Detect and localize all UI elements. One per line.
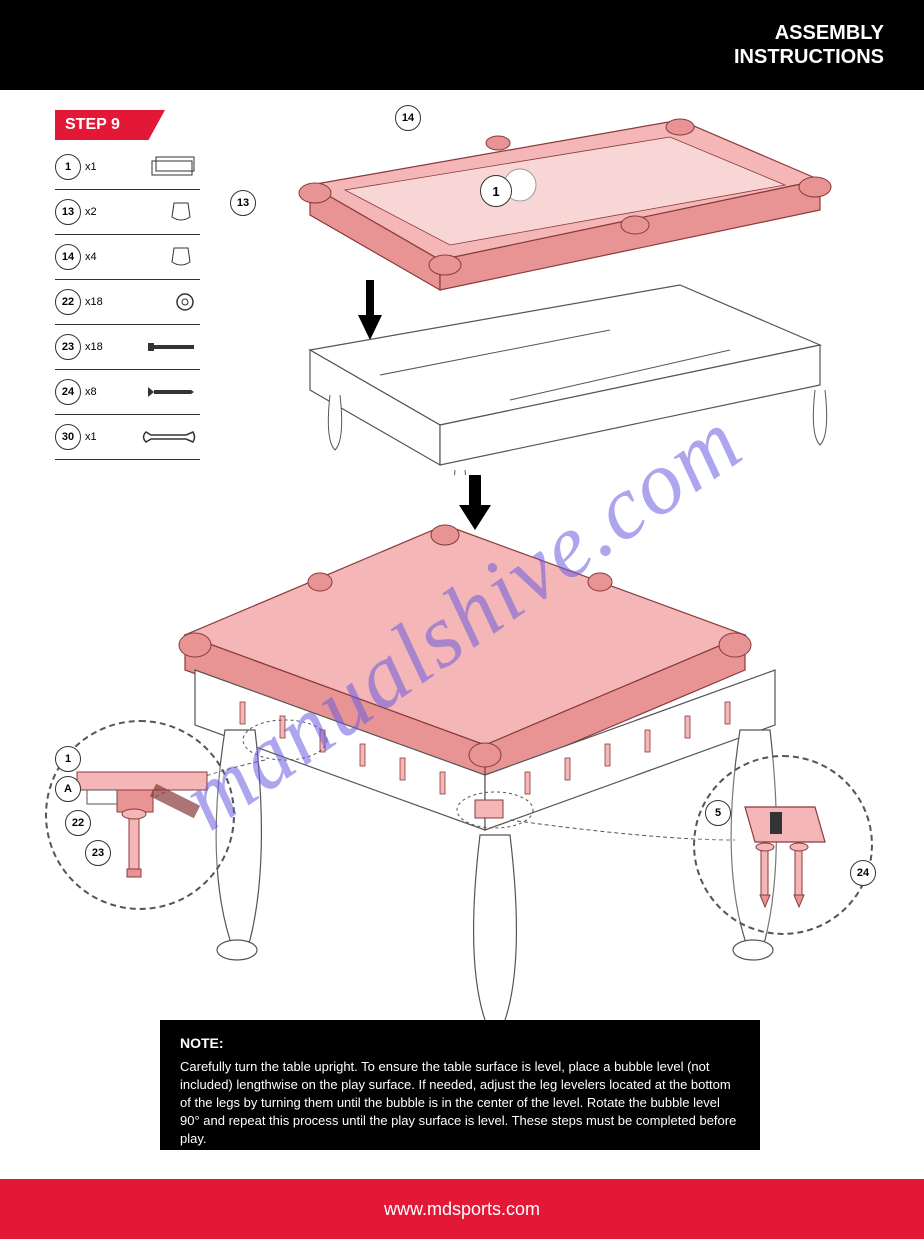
callout-detail-22: 22 bbox=[65, 810, 91, 836]
note-label: NOTE: bbox=[180, 1034, 740, 1054]
bracket-detail-illustration bbox=[695, 757, 875, 937]
callout-detail-5: 5 bbox=[705, 800, 731, 826]
part-id: 1 bbox=[55, 154, 81, 180]
screw-icon bbox=[146, 385, 196, 399]
step-label: STEP 9 bbox=[55, 110, 165, 140]
part-id: 24 bbox=[55, 379, 81, 405]
pocket-icon bbox=[166, 244, 196, 270]
callout-detail-A: A bbox=[55, 776, 81, 802]
part-qty: x18 bbox=[85, 296, 103, 308]
part-qty: x18 bbox=[85, 341, 103, 353]
callout-cueball-1: 1 bbox=[480, 175, 512, 207]
wrench-icon bbox=[141, 428, 196, 446]
part-qty: x8 bbox=[85, 386, 97, 398]
part-row: 30 x1 bbox=[55, 415, 200, 460]
part-row: 23 x18 bbox=[55, 325, 200, 370]
part-qty: x1 bbox=[85, 431, 97, 443]
part-id: 13 bbox=[55, 199, 81, 225]
header-title-line1: ASSEMBLY bbox=[734, 21, 884, 45]
header-bar: ASSEMBLY INSTRUCTIONS bbox=[0, 0, 924, 90]
callout-pocket-14: 14 bbox=[395, 105, 421, 131]
part-row: 14 x4 bbox=[55, 235, 200, 280]
note-box: NOTE: Carefully turn the table upright. … bbox=[160, 1020, 760, 1150]
washer-icon bbox=[174, 291, 196, 313]
callout-pocket-13: 13 bbox=[230, 190, 256, 216]
table-frame-icon bbox=[148, 153, 196, 181]
parts-list: 1 x1 13 x2 14 x4 22 x18 23 x18 24 x8 bbox=[55, 145, 200, 460]
header-title: ASSEMBLY INSTRUCTIONS bbox=[734, 21, 884, 69]
part-id: 14 bbox=[55, 244, 81, 270]
part-id: 22 bbox=[55, 289, 81, 315]
part-row: 1 x1 bbox=[55, 145, 200, 190]
assembly-diagram-bottom: 1 A 22 23 5 24 bbox=[55, 510, 875, 1020]
pool-table-drop-illustration bbox=[220, 105, 850, 475]
part-row: 22 x18 bbox=[55, 280, 200, 325]
part-id: 23 bbox=[55, 334, 81, 360]
callout-detail-1: 1 bbox=[55, 746, 81, 772]
part-qty: x2 bbox=[85, 206, 97, 218]
part-id: 30 bbox=[55, 424, 81, 450]
part-row: 13 x2 bbox=[55, 190, 200, 235]
part-qty: x4 bbox=[85, 251, 97, 263]
part-qty: x1 bbox=[85, 161, 97, 173]
part-row: 24 x8 bbox=[55, 370, 200, 415]
bolt-icon bbox=[146, 339, 196, 355]
note-body: Carefully turn the table upright. To ens… bbox=[180, 1058, 740, 1149]
header-title-line2: INSTRUCTIONS bbox=[734, 45, 884, 69]
pocket-icon bbox=[166, 199, 196, 225]
callout-detail-23: 23 bbox=[85, 840, 111, 866]
detail-bracket-circle bbox=[693, 755, 873, 935]
footer-text: www.mdsports.com bbox=[384, 1199, 540, 1220]
footer-bar: www.mdsports.com bbox=[0, 1179, 924, 1239]
assembly-diagram-top: 14 1 13 bbox=[220, 105, 850, 475]
callout-detail-24: 24 bbox=[850, 860, 876, 886]
